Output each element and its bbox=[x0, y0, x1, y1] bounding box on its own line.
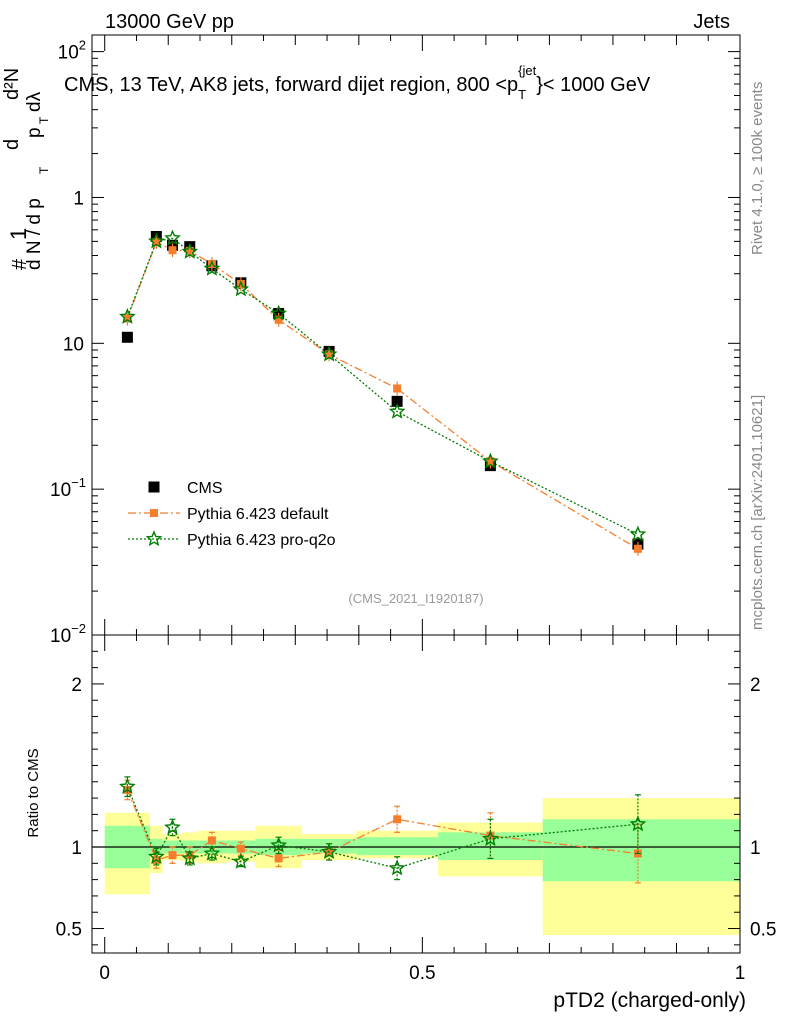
pro-q2o-data-point bbox=[232, 280, 250, 297]
svg-text:d: d bbox=[1, 139, 23, 150]
default-data-point bbox=[486, 457, 495, 466]
pro-q2o-data-point bbox=[203, 259, 221, 276]
pro-q2o-data-point bbox=[181, 242, 199, 259]
pro-q2o-data-point bbox=[147, 232, 165, 249]
ratio-default-point bbox=[393, 815, 402, 824]
pro-q2o-data-point bbox=[270, 304, 288, 321]
legend-label: Pythia 6.423 default bbox=[187, 506, 329, 523]
main-y-axis-label: # 1 d N / d p T d p T dλ d²N bbox=[1, 68, 51, 270]
main-series-line bbox=[126, 237, 639, 535]
ratio-y-tick-label-left: 0.5 bbox=[56, 920, 82, 941]
header-left: 13000 GeV pp bbox=[105, 11, 234, 33]
legend-label: CMS bbox=[187, 480, 223, 497]
ratio-pro-q2o-point bbox=[270, 836, 288, 853]
pro-q2o-data-point bbox=[388, 402, 406, 419]
ratio-default-point bbox=[168, 851, 177, 860]
ratio-default-point bbox=[185, 851, 194, 860]
default-data-point bbox=[325, 350, 334, 359]
svg-text:T: T bbox=[37, 166, 51, 174]
ratio-default-point bbox=[207, 836, 216, 845]
main-y-tick-label: 102 bbox=[58, 38, 86, 64]
svg-text:d N / d p: d N / d p bbox=[24, 198, 45, 270]
ratio-pro-q2o-point bbox=[164, 818, 181, 835]
ratio-pro-q2o-point bbox=[320, 843, 338, 860]
legend-marker-cms bbox=[148, 481, 160, 493]
svg-text:d²N: d²N bbox=[1, 68, 23, 100]
source-label: mcplots.cern.ch [arXiv:2401.10621] bbox=[749, 395, 766, 630]
x-axis-label: pTD2 (charged-only) bbox=[553, 989, 746, 1012]
pro-q2o-data-point bbox=[164, 229, 181, 246]
pro-q2o-data-point bbox=[629, 525, 647, 542]
ratio-y-tick-label-left: 2 bbox=[71, 675, 82, 696]
default-data-point bbox=[152, 238, 161, 247]
cms-data-point bbox=[391, 395, 403, 407]
x-tick-label: 0.5 bbox=[409, 963, 435, 984]
svg-text:#: # bbox=[9, 258, 31, 270]
ratio-plot bbox=[118, 776, 647, 884]
default-data-point bbox=[633, 544, 642, 553]
main-y-tick-label: 10−1 bbox=[50, 475, 86, 501]
default-data-point bbox=[393, 384, 402, 393]
svg-text:p: p bbox=[24, 127, 45, 138]
svg-text:1: 1 bbox=[6, 228, 31, 240]
legend-label: Pythia 6.423 pro-q2o bbox=[187, 532, 336, 549]
x-tick-label: 1 bbox=[735, 963, 746, 984]
svg-text:dλ: dλ bbox=[24, 91, 45, 112]
pro-q2o-data-point bbox=[482, 452, 499, 469]
main-y-tick-label: 10−2 bbox=[50, 621, 86, 647]
main-y-tick-label: 1 bbox=[73, 188, 84, 209]
ratio-pro-q2o-point bbox=[629, 815, 647, 832]
ratio-pro-q2o-point bbox=[482, 830, 499, 846]
main-series-line bbox=[126, 241, 639, 550]
legend-marker-pro-q2o bbox=[145, 530, 163, 547]
chart-title: CMS, 13 TeV, AK8 jets, forward dijet reg… bbox=[64, 63, 651, 102]
legend-marker-default bbox=[150, 509, 158, 517]
pro-q2o-data-point bbox=[118, 307, 136, 324]
svg-text:T: T bbox=[37, 116, 51, 124]
ratio-plot-frame bbox=[91, 634, 741, 954]
header-right: Jets bbox=[693, 11, 730, 33]
ratio-uncertainty-bands bbox=[92, 798, 740, 936]
ratio-y-tick-label-right: 1 bbox=[750, 838, 761, 859]
cms-data-point bbox=[121, 331, 133, 343]
analysis-tag: (CMS_2021_I1920187) bbox=[348, 591, 483, 606]
ratio-y-tick-label-left: 1 bbox=[71, 838, 82, 859]
ratio-y-axis-label: Ratio to CMS bbox=[25, 748, 42, 837]
default-data-point bbox=[123, 314, 132, 323]
x-tick-label: 0 bbox=[99, 963, 110, 984]
default-data-point bbox=[207, 259, 216, 268]
ratio-y-tick-label-right: 0.5 bbox=[750, 920, 776, 941]
default-data-point bbox=[236, 280, 245, 289]
ratio-default-point bbox=[486, 831, 495, 840]
ratio-y-tick-label-right: 2 bbox=[750, 675, 761, 696]
ratio-pro-q2o-point bbox=[181, 849, 199, 866]
legend: CMS Pythia 6.423 default Pythia 6.423 pro-… bbox=[128, 480, 336, 549]
axes: 102 1 10 10−1 10−2 0 0.5 1 2 2 1 1 0.5 0.5 bbox=[50, 35, 776, 984]
ratio-pro-q2o-point bbox=[203, 844, 221, 861]
ratio-pro-q2o-point bbox=[118, 777, 136, 794]
rivet-version-label: Rivet 4.1.0, ≥ 100k events bbox=[749, 82, 766, 255]
ratio-default-point bbox=[274, 854, 283, 863]
pro-q2o-data-point bbox=[320, 345, 338, 362]
default-data-point bbox=[168, 246, 177, 255]
main-plot bbox=[118, 229, 647, 556]
ratio-inner-band bbox=[356, 837, 439, 856]
default-data-point bbox=[274, 315, 283, 324]
ratio-default-point bbox=[236, 844, 245, 853]
default-data-point bbox=[185, 246, 194, 255]
main-y-tick-label: 10 bbox=[63, 334, 84, 355]
ratio-pro-q2o-point bbox=[147, 847, 165, 864]
ratio-pro-q2o-point bbox=[388, 859, 406, 876]
ratio-pro-q2o-point bbox=[232, 852, 250, 869]
